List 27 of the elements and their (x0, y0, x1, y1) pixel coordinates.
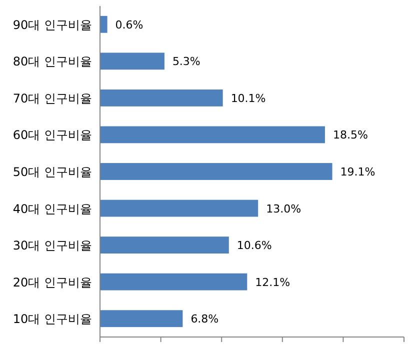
bar (100, 163, 332, 180)
y-tick-label: 80대 인구비율 (12, 54, 92, 69)
bar (100, 310, 183, 328)
y-tick-label: 30대 인구비율 (12, 238, 92, 253)
data-label: 10.1% (230, 92, 266, 105)
bar (100, 16, 108, 33)
data-label: 0.6% (115, 18, 144, 32)
y-tick-label: 70대 인구비율 (12, 91, 92, 106)
data-label: 10.6% (236, 239, 272, 252)
data-label: 12.1% (255, 276, 290, 289)
bar (100, 89, 223, 106)
data-label: 18.5% (332, 128, 368, 142)
data-label: 19.1% (340, 166, 376, 178)
y-tick-label: 10대 인구비율 (12, 312, 92, 326)
y-tick-label: 20대 인구비율 (12, 275, 92, 290)
bar (100, 236, 229, 254)
y-tick-label: 90대 인구비율 (12, 18, 92, 32)
bar (100, 126, 325, 144)
bar (100, 273, 248, 290)
y-tick-label: 50대 인구비율 (12, 165, 92, 179)
data-label: 6.8% (190, 312, 219, 326)
bar (100, 52, 164, 70)
data-label: 13.0% (266, 202, 302, 216)
y-tick-label: 40대 인구비율 (12, 202, 92, 216)
data-label: 5.3% (172, 55, 200, 68)
bar (100, 200, 258, 217)
y-tick-label: 60대 인구비율 (12, 128, 92, 142)
